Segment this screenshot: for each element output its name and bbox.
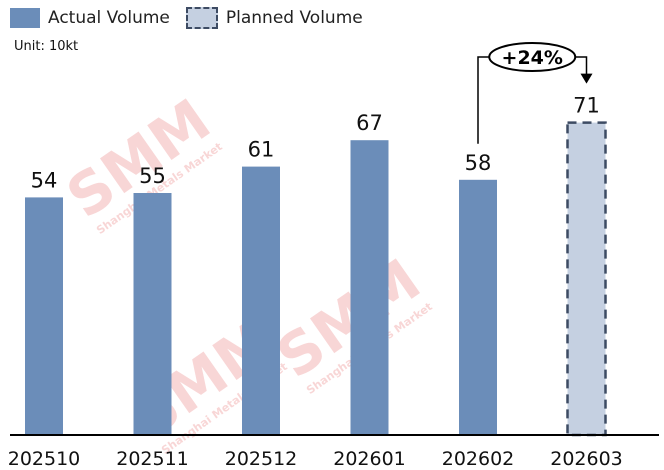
x-tick-202602: 202602 [442, 448, 515, 470]
x-tick-202510: 202510 [8, 448, 81, 470]
unit-label: Unit: 10kt [14, 39, 79, 54]
growth-arrowhead [580, 73, 593, 84]
growth-annotation: +24% [477, 42, 593, 144]
value-label-202603: 71 [573, 94, 600, 118]
bar-actual-202602 [459, 179, 497, 435]
bar-actual-202510 [25, 197, 63, 435]
bar-actual-202512 [242, 166, 280, 435]
growth-badge [488, 42, 577, 72]
legend-item-planned: Planned Volume [185, 7, 363, 29]
bar-actual-202601 [350, 140, 389, 435]
bar-actual-202511 [133, 193, 172, 435]
legend-label-actual: Actual Volume [48, 8, 170, 28]
value-label-202512: 61 [248, 138, 275, 162]
growth-label: +24% [502, 47, 563, 69]
legend-item-actual: Actual Volume [10, 8, 170, 28]
x-tick-202603: 202603 [550, 448, 623, 470]
legend: Actual Volume Planned Volume [10, 6, 379, 30]
x-tick-202601: 202601 [333, 448, 406, 470]
legend-label-planned: Planned Volume [225, 8, 363, 28]
value-label-202601: 67 [356, 111, 383, 135]
value-label-202511: 55 [139, 164, 166, 188]
x-tick-202511: 202511 [116, 448, 189, 470]
bar-planned-202603 [566, 121, 607, 437]
value-labels-layer: 54 55 61 67 58 71 [31, 94, 600, 193]
value-label-202510: 54 [31, 168, 58, 192]
bars-layer [25, 121, 607, 437]
value-label-202602: 58 [465, 151, 492, 175]
legend-swatch-planned [185, 7, 218, 29]
x-tick-labels-layer: 202510 202511 202512 202601 202602 202603 [8, 448, 623, 470]
legend-swatch-actual [10, 8, 40, 28]
x-tick-202512: 202512 [225, 448, 298, 470]
